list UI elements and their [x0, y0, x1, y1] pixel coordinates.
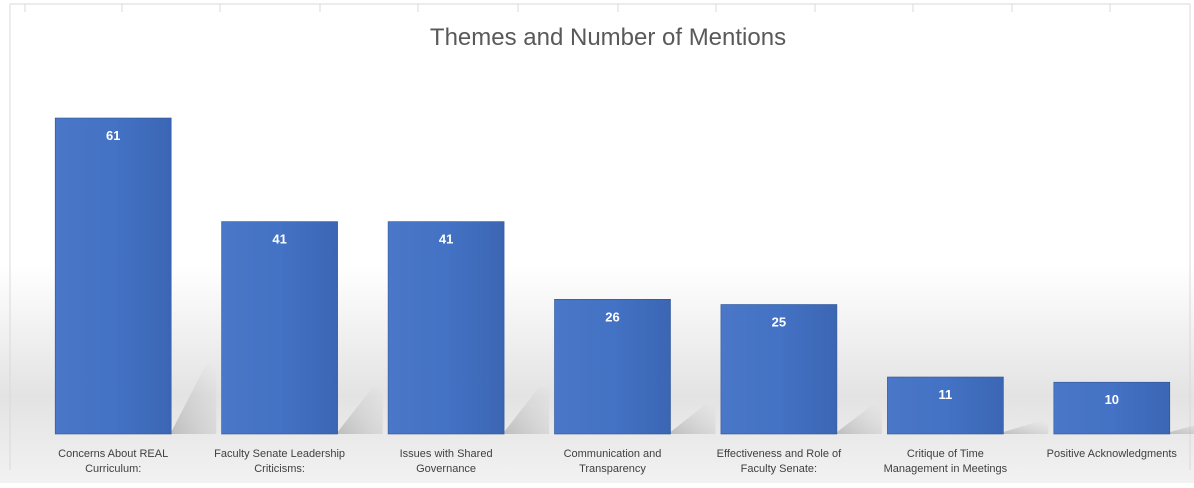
bar	[1053, 381, 1171, 435]
category-labels: Concerns About REAL Curriculum: Faculty Se…	[58, 448, 1177, 475]
category-label: Concerns About REAL Curriculum:	[58, 448, 168, 475]
bar-value-label: 25	[772, 315, 786, 330]
bar	[554, 298, 671, 435]
bar-shadow	[1169, 425, 1194, 434]
chart-frame	[9, 3, 1191, 470]
category-label-line: Concerns About REAL	[58, 448, 168, 460]
bar	[221, 221, 338, 435]
category-label: Positive Acknowledgments	[1047, 448, 1178, 460]
category-label: Communication and Transparency	[564, 448, 662, 475]
category-label-line: Management in Meetings	[884, 463, 1008, 475]
bar-shadow	[171, 364, 217, 434]
bar-value-label: 11	[939, 387, 953, 402]
bar-value-label: 26	[605, 309, 619, 324]
bar	[887, 376, 1004, 435]
bar-value-label: 41	[439, 232, 453, 247]
category-label-line: Faculty Senate Leadership	[214, 448, 345, 460]
bar	[387, 221, 505, 435]
bar-value-label: 41	[272, 232, 286, 247]
category-label-line: Criticisms:	[254, 463, 305, 475]
category-label-line: Transparency	[579, 463, 646, 475]
category-label-line: Curriculum:	[85, 463, 141, 475]
category-label-line: Governance	[416, 463, 476, 475]
category-label-line: Communication and	[564, 448, 662, 460]
bar-shadow	[670, 404, 716, 434]
bar-shadow	[337, 387, 383, 434]
bar	[720, 304, 838, 435]
bar-value-label: 10	[1105, 392, 1119, 407]
category-label-line: Issues with Shared	[400, 448, 493, 460]
value-labels: 61 41 41 26 25 11 10	[106, 128, 1119, 407]
bar-shadow	[504, 387, 550, 434]
category-label: Critique of Time Management in Meetings	[884, 448, 1008, 475]
category-label: Effectiveness and Role of Faculty Senate:	[717, 448, 842, 475]
bar-shadow	[1003, 421, 1049, 434]
category-label-line: Faculty Senate:	[741, 463, 817, 475]
category-label-line: Critique of Time	[907, 448, 984, 460]
bar-shadow	[836, 405, 882, 434]
bars	[54, 117, 1171, 435]
category-label-line: Positive Acknowledgments	[1047, 448, 1178, 460]
category-label-line: Effectiveness and Role of	[717, 448, 842, 460]
bar	[54, 117, 172, 435]
bar-shadows	[171, 364, 1194, 434]
category-label: Faculty Senate Leadership Criticisms:	[214, 448, 345, 475]
chart-title: Themes and Number of Mentions	[430, 24, 786, 51]
category-label: Issues with Shared Governance	[400, 448, 493, 475]
bar-value-label: 61	[106, 128, 120, 143]
